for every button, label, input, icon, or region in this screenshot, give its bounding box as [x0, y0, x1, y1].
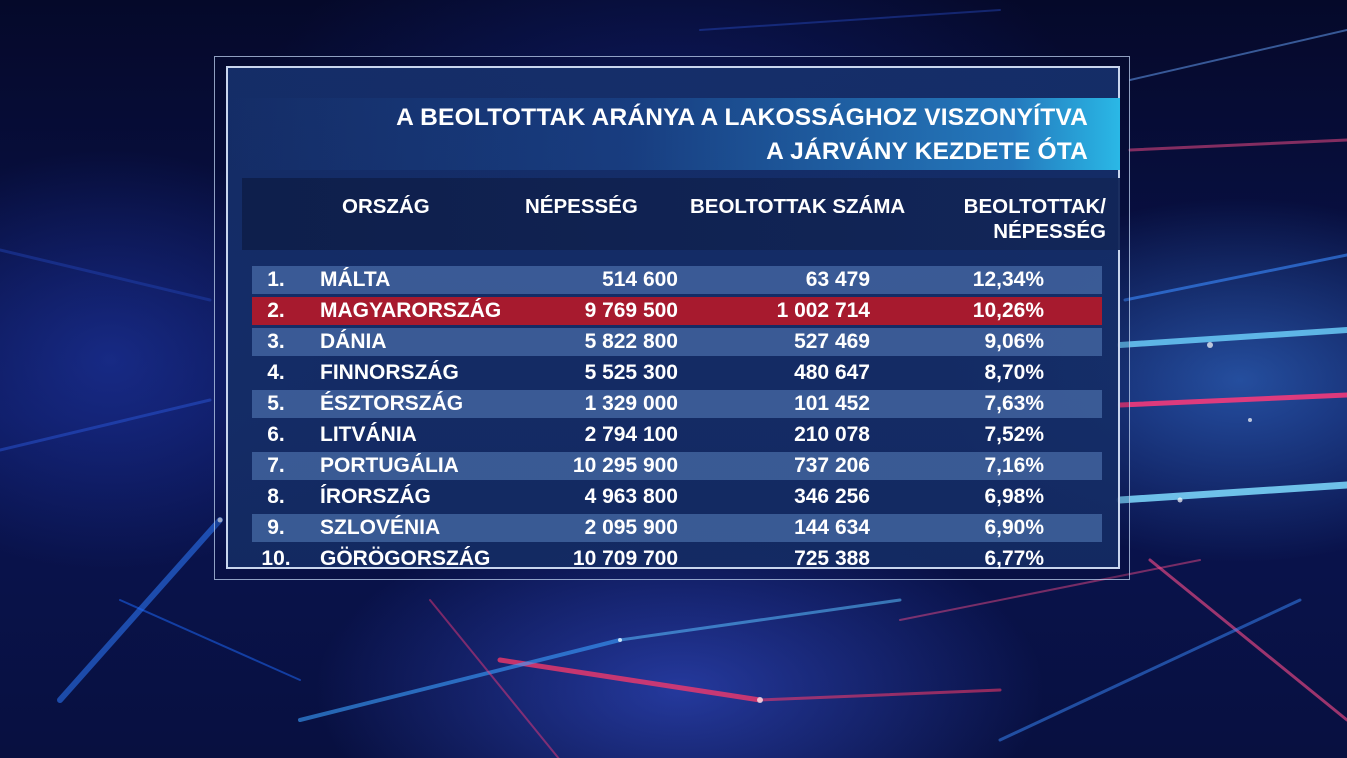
row-population: 9 769 500 — [584, 299, 678, 322]
row-country: DÁNIA — [320, 330, 387, 353]
row-ratio: 6,98% — [984, 485, 1044, 508]
title-band — [228, 98, 1120, 170]
row-ratio: 6,90% — [984, 516, 1044, 539]
row-ratio: 8,70% — [984, 361, 1044, 384]
row-country: MAGYARORSZÁG — [320, 299, 502, 322]
row-vaccinated: 346 256 — [794, 485, 870, 508]
row-rank: 4. — [267, 361, 285, 384]
title-line-1: A BEOLTOTTAK ARÁNYA A LAKOSSÁGHOZ VISZON… — [396, 104, 1088, 131]
row-country: SZLOVÉNIA — [320, 516, 441, 539]
row-vaccinated: 101 452 — [794, 392, 870, 415]
table-row: 3. DÁNIA 5 822 800 527 469 9,06% — [252, 328, 1102, 356]
header-population: NÉPESSÉG — [525, 195, 638, 218]
row-country: MÁLTA — [320, 268, 391, 291]
row-vaccinated: 144 634 — [794, 516, 870, 539]
row-rank: 10. — [261, 547, 291, 570]
row-vaccinated: 210 078 — [794, 423, 870, 446]
row-ratio: 6,77% — [984, 547, 1044, 570]
row-population: 5 525 300 — [584, 361, 678, 384]
table-row: 6. LITVÁNIA 2 794 100 210 078 7,52% — [252, 421, 1102, 449]
row-rank: 3. — [267, 330, 285, 353]
row-vaccinated: 1 002 714 — [776, 299, 870, 322]
row-rank: 7. — [267, 454, 285, 477]
table-row: 5. ÉSZTORSZÁG 1 329 000 101 452 7,63% — [252, 390, 1102, 418]
row-ratio: 7,63% — [984, 392, 1044, 415]
row-vaccinated: 527 469 — [794, 330, 870, 353]
table-row-highlighted: 2. MAGYARORSZÁG 9 769 500 1 002 714 10,2… — [252, 297, 1102, 325]
row-population: 2 095 900 — [584, 516, 678, 539]
row-country: PORTUGÁLIA — [320, 454, 459, 477]
table-row: 1. MÁLTA 514 600 63 479 12,34% — [252, 266, 1102, 294]
table-row: 10. GÖRÖGORSZÁG 10 709 700 725 388 6,77% — [252, 545, 1102, 573]
header-ratio-line-2: NÉPESSÉG — [993, 220, 1106, 243]
row-rank: 1. — [267, 268, 285, 291]
row-population: 514 600 — [602, 268, 678, 291]
table-row: 4. FINNORSZÁG 5 525 300 480 647 8,70% — [252, 359, 1102, 387]
row-ratio: 7,52% — [984, 423, 1044, 446]
row-rank: 8. — [267, 485, 285, 508]
row-country: GÖRÖGORSZÁG — [320, 547, 491, 570]
title-line-2: A JÁRVÁNY KEZDETE ÓTA — [766, 138, 1088, 165]
row-vaccinated: 725 388 — [794, 547, 870, 570]
row-rank: 6. — [267, 423, 285, 446]
row-population: 10 295 900 — [572, 454, 678, 477]
row-country: LITVÁNIA — [320, 423, 417, 446]
header-country: ORSZÁG — [342, 195, 430, 218]
row-population: 4 963 800 — [584, 485, 678, 508]
row-rank: 9. — [267, 516, 285, 539]
header-ratio-line-1: BEOLTOTTAK/ — [963, 195, 1106, 218]
table-header: ORSZÁG NÉPESSÉG BEOLTOTTAK SZÁMA BEOLTOT… — [242, 178, 1120, 250]
row-rank: 5. — [267, 392, 285, 415]
row-population: 10 709 700 — [572, 547, 678, 570]
row-population: 1 329 000 — [584, 392, 678, 415]
row-vaccinated: 737 206 — [794, 454, 870, 477]
header-vaccinated: BEOLTOTTAK SZÁMA — [690, 195, 906, 218]
row-country: ÉSZTORSZÁG — [320, 392, 464, 415]
row-ratio: 10,26% — [972, 299, 1044, 322]
row-ratio: 7,16% — [984, 454, 1044, 477]
row-population: 2 794 100 — [584, 423, 678, 446]
row-vaccinated: 63 479 — [805, 268, 870, 291]
row-ratio: 12,34% — [972, 268, 1044, 291]
table-row: 8. ÍRORSZÁG 4 963 800 346 256 6,98% — [252, 483, 1102, 511]
table-row: 9. SZLOVÉNIA 2 095 900 144 634 6,90% — [252, 514, 1102, 542]
row-country: FINNORSZÁG — [320, 361, 459, 384]
row-rank: 2. — [267, 299, 285, 322]
row-vaccinated: 480 647 — [794, 361, 870, 384]
row-country: ÍRORSZÁG — [320, 485, 431, 508]
table-row: 7. PORTUGÁLIA 10 295 900 737 206 7,16% — [252, 452, 1102, 480]
row-population: 5 822 800 — [584, 330, 678, 353]
table-panel: A BEOLTOTTAK ARÁNYA A LAKOSSÁGHOZ VISZON… — [226, 66, 1120, 570]
row-ratio: 9,06% — [984, 330, 1044, 353]
header-ratio: BEOLTOTTAK/ NÉPESSÉG — [948, 194, 1106, 244]
